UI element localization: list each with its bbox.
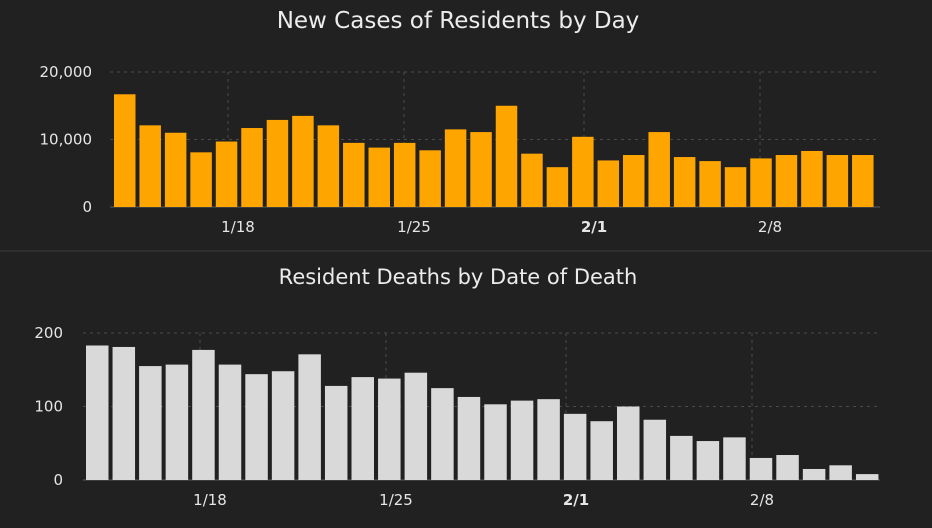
cases-bar <box>623 155 645 207</box>
deaths-bar <box>829 465 852 480</box>
cases-bar <box>292 115 314 207</box>
cases-bar <box>343 142 365 207</box>
deaths-bar <box>165 364 189 480</box>
cases-bar <box>724 167 747 207</box>
deaths-bar <box>696 441 720 480</box>
deaths-bar <box>245 374 268 480</box>
cases-x-tick-label: 1/25 <box>397 218 431 236</box>
deaths-x-tick-label: 2/8 <box>750 491 774 509</box>
deaths-bar <box>351 377 374 480</box>
cases-bar <box>470 132 492 207</box>
cases-y-tick-label: 0 <box>82 198 92 216</box>
deaths-bar <box>324 385 348 480</box>
cases-bar <box>164 132 187 207</box>
cases-bar <box>826 155 849 207</box>
cases-bar <box>597 160 620 207</box>
deaths-x-ticks: 1/18 1/25 2/1 2/8 <box>193 491 774 509</box>
cases-chart-title: New Cases of Residents by Day <box>277 8 640 34</box>
cases-bar <box>266 119 289 207</box>
deaths-y-tick-label: 200 <box>34 324 63 342</box>
deaths-bar <box>457 396 481 480</box>
cases-x-tick-label: 2/1 <box>581 218 607 236</box>
deaths-x-tick-label: 1/18 <box>193 491 227 509</box>
deaths-bar <box>510 400 534 480</box>
deaths-bar <box>563 413 587 480</box>
deaths-bar <box>431 388 454 480</box>
cases-y-ticks: 0 10,000 20,000 <box>40 63 93 216</box>
cases-bar <box>521 153 543 207</box>
cases-bar <box>673 157 696 207</box>
deaths-bar <box>139 366 162 480</box>
cases-bar-chart: New Cases of Residents by Day 0 10,000 20,… <box>40 8 880 236</box>
cases-bar <box>699 161 721 207</box>
cases-bar <box>801 150 823 207</box>
deaths-bar <box>112 346 136 480</box>
cases-bar <box>241 128 263 207</box>
deaths-bar <box>776 455 799 480</box>
deaths-bar <box>537 399 560 480</box>
deaths-gridlines <box>83 332 880 481</box>
deaths-x-tick-label: 1/25 <box>379 491 413 509</box>
cases-bar <box>852 155 874 207</box>
cases-x-tick-label: 1/18 <box>221 218 255 236</box>
deaths-bar <box>192 349 215 480</box>
deaths-bar <box>723 437 746 480</box>
cases-bar <box>648 132 670 207</box>
deaths-bar <box>404 372 428 480</box>
deaths-bar <box>298 354 321 480</box>
cases-bar <box>572 136 594 207</box>
cases-bar <box>190 152 212 207</box>
cases-bar <box>393 142 416 207</box>
cases-y-tick-label: 20,000 <box>40 63 93 81</box>
deaths-bar <box>484 404 507 480</box>
cases-bar <box>546 167 569 207</box>
deaths-bar <box>590 421 613 480</box>
deaths-y-ticks: 0 100 200 <box>34 324 63 489</box>
cases-bar <box>444 129 467 207</box>
cases-y-tick-label: 10,000 <box>40 131 93 149</box>
cases-x-tick-label: 2/8 <box>758 218 782 236</box>
deaths-y-tick-label: 100 <box>34 398 63 416</box>
deaths-bar <box>643 419 667 480</box>
cases-bar <box>775 155 798 207</box>
deaths-bar-chart: Resident Deaths by Date of Death 0 100 200… <box>34 265 880 509</box>
deaths-chart-title: Resident Deaths by Date of Death <box>279 265 638 289</box>
cases-bar <box>215 141 238 207</box>
cases-bar <box>368 147 390 207</box>
deaths-bar <box>218 364 242 480</box>
deaths-bar <box>855 474 879 480</box>
deaths-bar <box>670 435 693 480</box>
cases-x-ticks: 1/18 1/25 2/1 2/8 <box>221 218 782 236</box>
cases-bar <box>750 158 772 207</box>
deaths-y-tick-label: 0 <box>53 471 63 489</box>
cases-bar <box>114 94 136 207</box>
cases-bars <box>114 94 874 207</box>
deaths-bar <box>802 468 826 480</box>
cases-bar <box>317 125 340 207</box>
deaths-x-tick-label: 2/1 <box>563 491 589 509</box>
deaths-bar <box>378 378 401 480</box>
cases-bar <box>495 105 518 207</box>
cases-bar <box>419 150 441 207</box>
deaths-bar <box>749 457 773 480</box>
deaths-bar <box>271 371 295 480</box>
deaths-bar <box>86 345 109 480</box>
deaths-bar <box>617 406 640 480</box>
cases-bar <box>139 125 161 207</box>
deaths-bars <box>86 345 879 480</box>
